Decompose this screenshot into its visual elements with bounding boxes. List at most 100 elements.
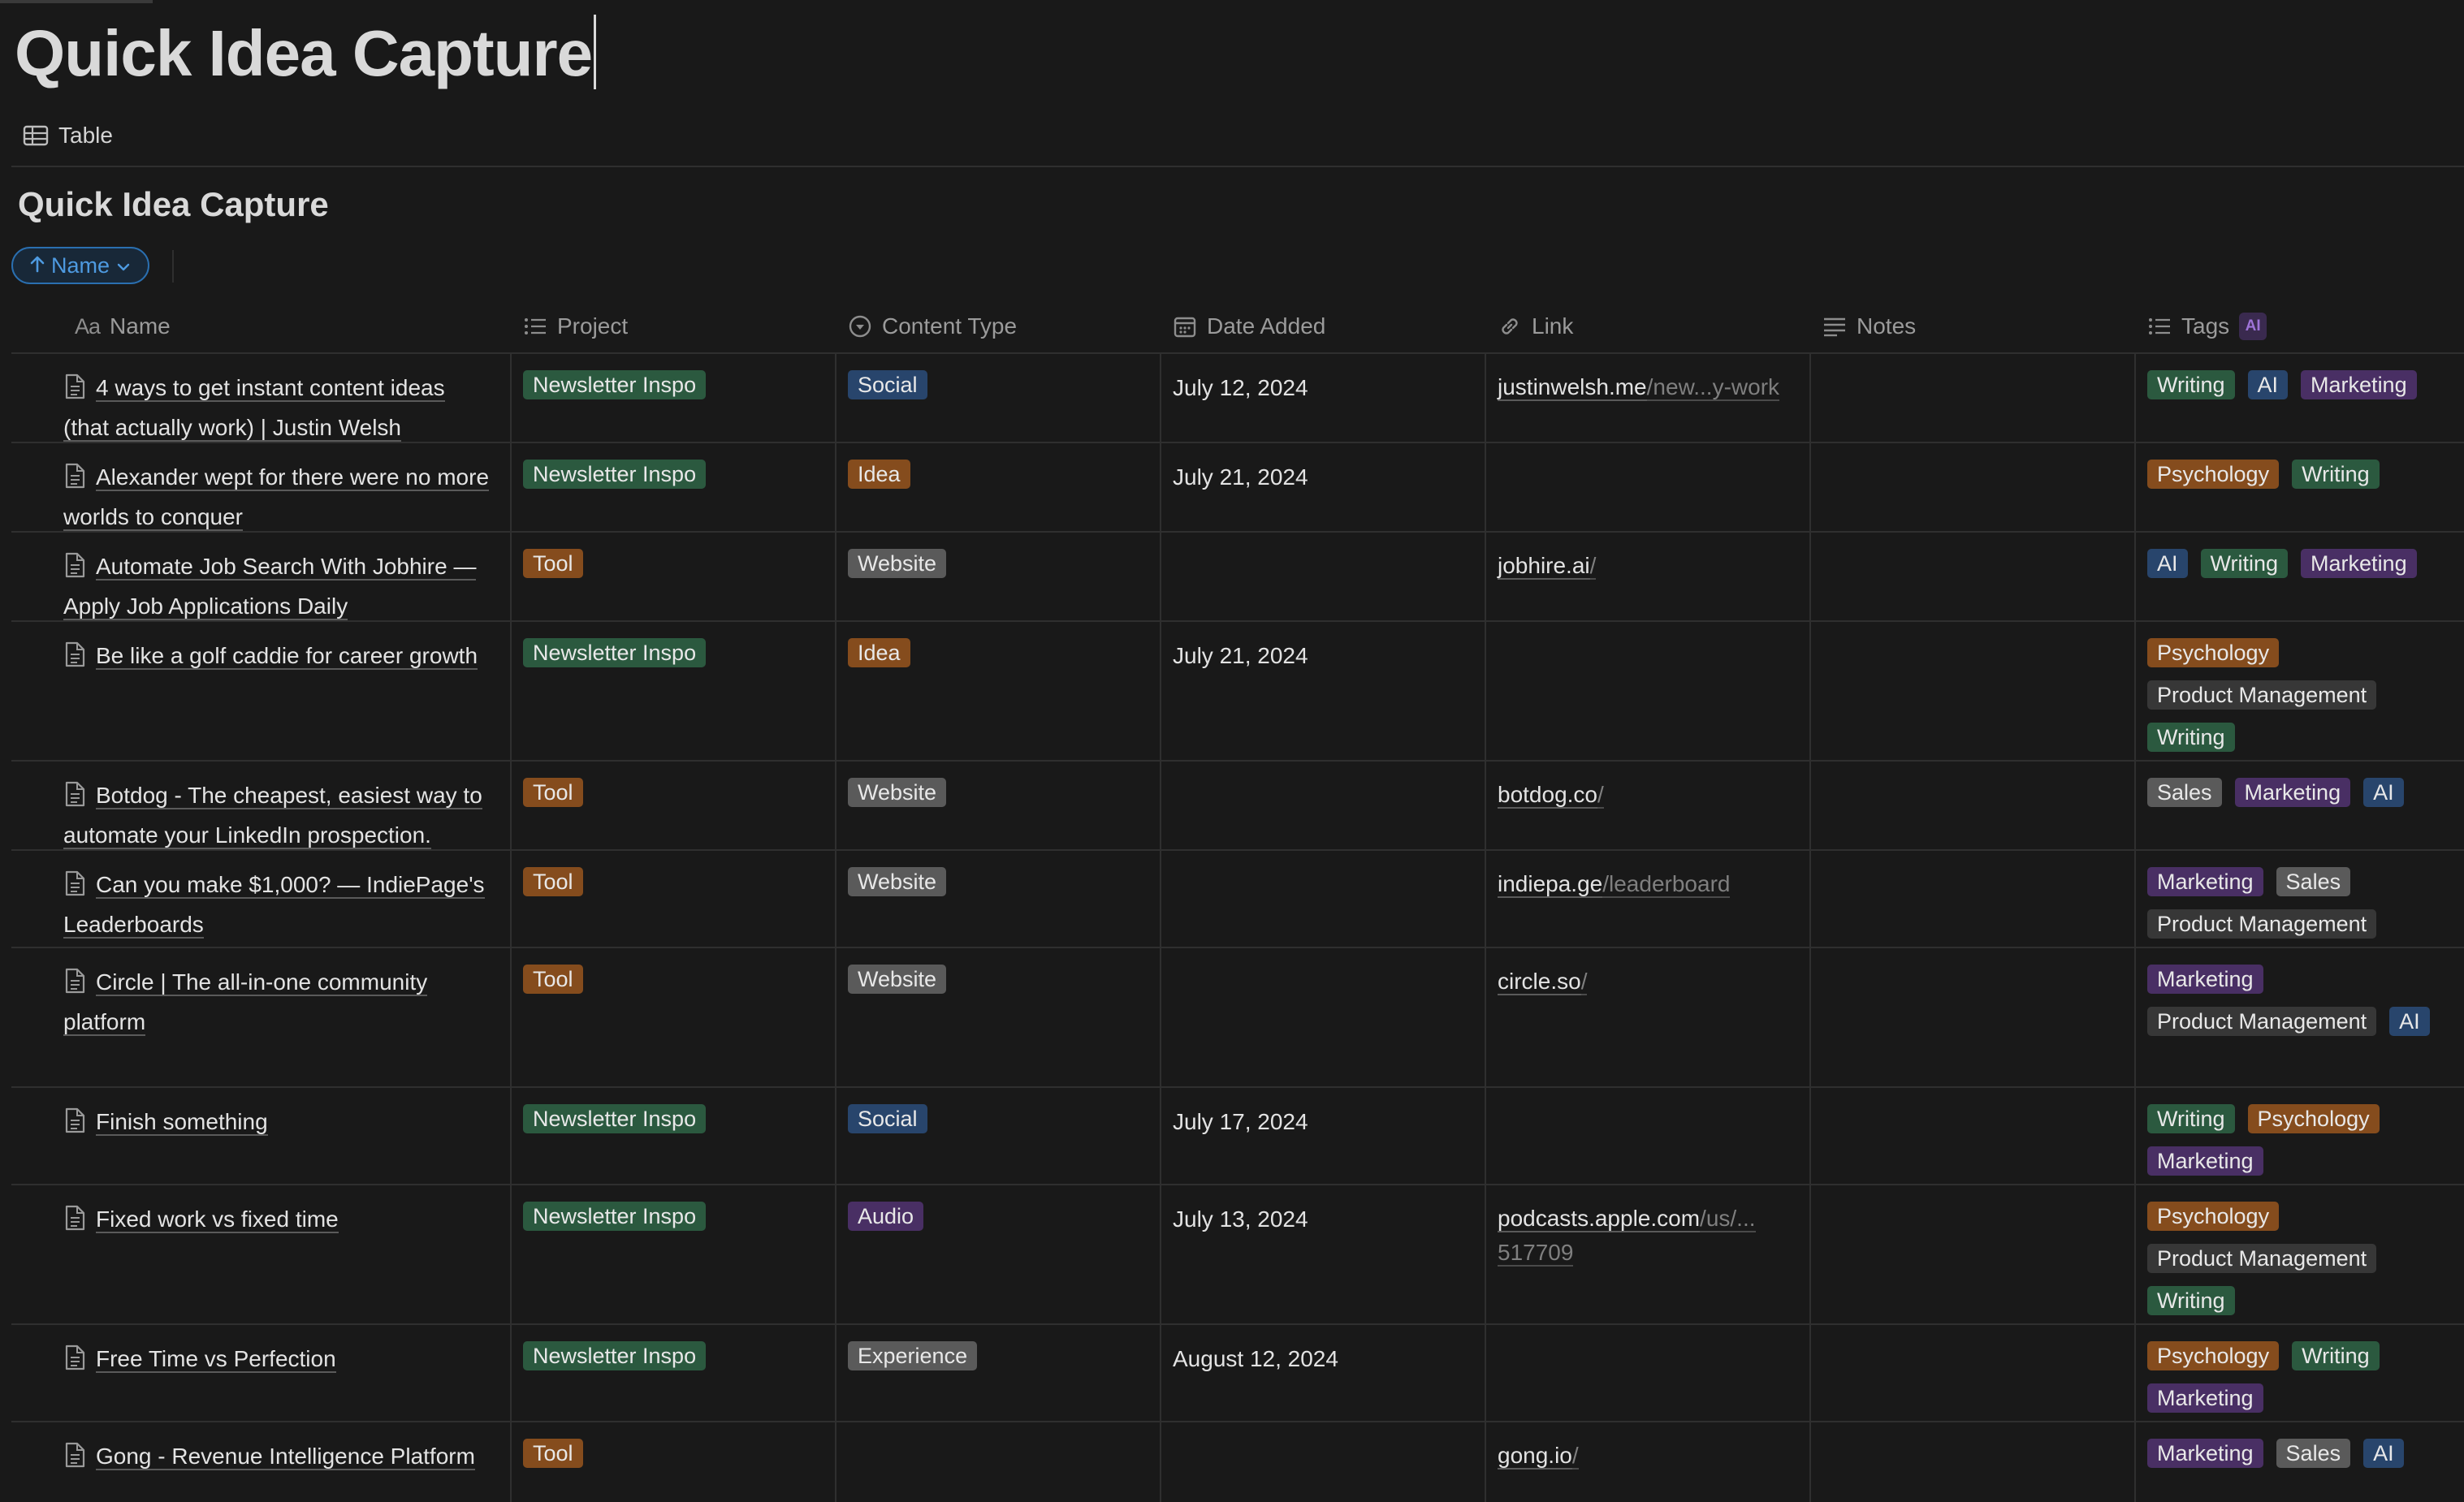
project-tag[interactable]: Newsletter Inspo <box>523 1202 707 1231</box>
tag-psychology[interactable]: Psychology <box>2247 1104 2380 1133</box>
tag-sales[interactable]: Sales <box>2276 867 2351 896</box>
project-tag[interactable]: Tool <box>523 549 583 578</box>
table-row[interactable]: Fixed work vs fixed time Newsletter Inspo… <box>11 1185 2464 1325</box>
project-tag[interactable]: Tool <box>523 778 583 807</box>
row-title[interactable]: Gong - Revenue Intelligence Platform <box>96 1444 475 1470</box>
tag-marketing[interactable]: Marketing <box>2147 1439 2263 1468</box>
project-tag[interactable]: Newsletter Inspo <box>523 1104 707 1133</box>
table-row[interactable]: Gong - Revenue Intelligence Platform Tool… <box>11 1422 2464 1502</box>
link-cell[interactable]: circle.so/ <box>1498 965 1790 999</box>
column-header-tags[interactable]: Tags AI <box>2147 300 2267 352</box>
date-added-cell[interactable]: July 21, 2024 <box>1173 464 1308 490</box>
tags-cell[interactable]: Sales Marketing AI <box>2147 778 2456 807</box>
table-row[interactable]: Can you make $1,000? — IndiePage's Leade… <box>11 851 2464 948</box>
row-name-cell[interactable]: Gong - Revenue Intelligence Platform <box>63 1439 494 1478</box>
ai-autofill-badge[interactable]: AI <box>2239 313 2267 340</box>
content-type-cell[interactable]: Website <box>848 778 947 807</box>
project-cell[interactable]: Newsletter Inspo <box>523 1104 707 1133</box>
tag-ai[interactable]: AI <box>2389 1007 2430 1036</box>
tag-writing[interactable]: Writing <box>2292 460 2380 489</box>
tag-psychology[interactable]: Psychology <box>2147 1341 2280 1370</box>
row-title[interactable]: Circle | The all-in-one community platfo… <box>63 969 428 1036</box>
row-name-cell[interactable]: Can you make $1,000? — IndiePage's Leade… <box>63 867 494 943</box>
project-tag[interactable]: Tool <box>523 1439 583 1468</box>
row-name-cell[interactable]: Circle | The all-in-one community platfo… <box>63 965 494 1040</box>
date-added-cell[interactable]: August 12, 2024 <box>1173 1346 1338 1371</box>
table-row[interactable]: Botdog - The cheapest, easiest way to au… <box>11 762 2464 851</box>
row-name-cell[interactable]: Free Time vs Perfection <box>63 1341 494 1381</box>
row-title[interactable]: Automate Job Search With Jobhire — Apply… <box>63 554 477 620</box>
project-cell[interactable]: Tool <box>523 965 583 994</box>
tag-writing[interactable]: Writing <box>2147 723 2235 752</box>
table-row[interactable]: Be like a golf caddie for career growth N… <box>11 622 2464 762</box>
tags-cell[interactable]: Psychology Writing <box>2147 460 2456 489</box>
tag-product-management[interactable]: Product Management <box>2147 1007 2377 1036</box>
project-cell[interactable]: Newsletter Inspo <box>523 460 707 489</box>
content-type-cell[interactable]: Website <box>848 965 947 994</box>
link-cell[interactable]: gong.io/ <box>1498 1439 1790 1473</box>
tag-marketing[interactable]: Marketing <box>2301 549 2417 578</box>
tag-writing[interactable]: Writing <box>2147 1104 2235 1133</box>
content-type-tag[interactable]: Social <box>848 370 927 399</box>
content-type-cell[interactable]: Social <box>848 370 927 399</box>
date-added-cell[interactable]: July 12, 2024 <box>1173 375 1308 400</box>
content-type-tag[interactable]: Audio <box>848 1202 924 1231</box>
project-tag[interactable]: Newsletter Inspo <box>523 1341 707 1370</box>
tags-cell[interactable]: Psychology Product Management Writing <box>2147 638 2456 752</box>
link-path[interactable]: /leaderboard <box>1602 871 1731 898</box>
link-cell[interactable]: podcasts.apple.com/us/... 517709 <box>1498 1202 1790 1270</box>
content-type-tag[interactable]: Website <box>848 549 947 578</box>
column-header-link[interactable]: Link <box>1498 300 1573 352</box>
tag-marketing[interactable]: Marketing <box>2147 1146 2263 1176</box>
date-added-cell[interactable]: July 17, 2024 <box>1173 1109 1308 1134</box>
content-type-cell[interactable]: Idea <box>848 460 910 489</box>
database-title[interactable]: Quick Idea Capture <box>18 185 329 223</box>
table-row[interactable]: Circle | The all-in-one community platfo… <box>11 948 2464 1088</box>
project-tag[interactable]: Newsletter Inspo <box>523 460 707 489</box>
project-tag[interactable]: Tool <box>523 867 583 896</box>
content-type-tag[interactable]: Website <box>848 867 947 896</box>
column-header-notes[interactable]: Notes <box>1822 300 1916 352</box>
link-domain[interactable]: botdog.co <box>1498 782 1597 809</box>
tags-cell[interactable]: Psychology Product Management Writing <box>2147 1202 2456 1315</box>
row-name-cell[interactable]: Alexander wept for there were no more wo… <box>63 460 494 535</box>
date-added-cell[interactable]: July 13, 2024 <box>1173 1206 1308 1232</box>
tag-product-management[interactable]: Product Management <box>2147 1244 2377 1273</box>
row-title[interactable]: 4 ways to get instant content ideas (tha… <box>63 375 445 442</box>
tags-cell[interactable]: Writing Psychology Marketing <box>2147 1104 2456 1176</box>
content-type-tag[interactable]: Website <box>848 778 947 807</box>
project-cell[interactable]: Newsletter Inspo <box>523 370 707 399</box>
row-name-cell[interactable]: Botdog - The cheapest, easiest way to au… <box>63 778 494 853</box>
project-tag[interactable]: Tool <box>523 965 583 994</box>
tag-writing[interactable]: Writing <box>2147 1286 2235 1315</box>
content-type-tag[interactable]: Idea <box>848 460 910 489</box>
link-domain[interactable]: indiepa.ge <box>1498 871 1603 898</box>
row-name-cell[interactable]: Fixed work vs fixed time <box>63 1202 494 1241</box>
tag-sales[interactable]: Sales <box>2276 1439 2351 1468</box>
table-row[interactable]: Automate Job Search With Jobhire — Apply… <box>11 533 2464 622</box>
tags-cell[interactable]: Psychology Writing Marketing <box>2147 1341 2456 1413</box>
column-header-content-type[interactable]: Content Type <box>848 300 1017 352</box>
link-domain[interactable]: gong.io <box>1498 1443 1572 1470</box>
tag-marketing[interactable]: Marketing <box>2147 867 2263 896</box>
link-domain[interactable]: circle.so <box>1498 969 1581 995</box>
sort-name-button[interactable]: Name <box>11 247 149 284</box>
content-type-cell[interactable]: Experience <box>848 1341 978 1370</box>
row-title[interactable]: Botdog - The cheapest, easiest way to au… <box>63 783 482 849</box>
tag-ai[interactable]: AI <box>2363 778 2404 807</box>
row-name-cell[interactable]: Finish something <box>63 1104 494 1144</box>
project-cell[interactable]: Newsletter Inspo <box>523 1202 707 1231</box>
row-title[interactable]: Free Time vs Perfection <box>96 1346 336 1373</box>
link-domain[interactable]: jobhire.ai <box>1498 553 1590 580</box>
link-path[interactable]: / <box>1580 969 1588 995</box>
tag-writing[interactable]: Writing <box>2200 549 2289 578</box>
tag-ai[interactable]: AI <box>2147 549 2188 578</box>
link-path[interactable]: / <box>1589 553 1597 580</box>
project-tag[interactable]: Newsletter Inspo <box>523 370 707 399</box>
tag-ai[interactable]: AI <box>2247 370 2289 399</box>
link-domain[interactable]: podcasts.apple.com <box>1498 1206 1701 1232</box>
link-path[interactable]: / <box>1571 1443 1579 1470</box>
row-title[interactable]: Can you make $1,000? — IndiePage's Leade… <box>63 872 485 939</box>
tag-product-management[interactable]: Product Management <box>2147 680 2377 710</box>
tag-ai[interactable]: AI <box>2363 1439 2404 1468</box>
